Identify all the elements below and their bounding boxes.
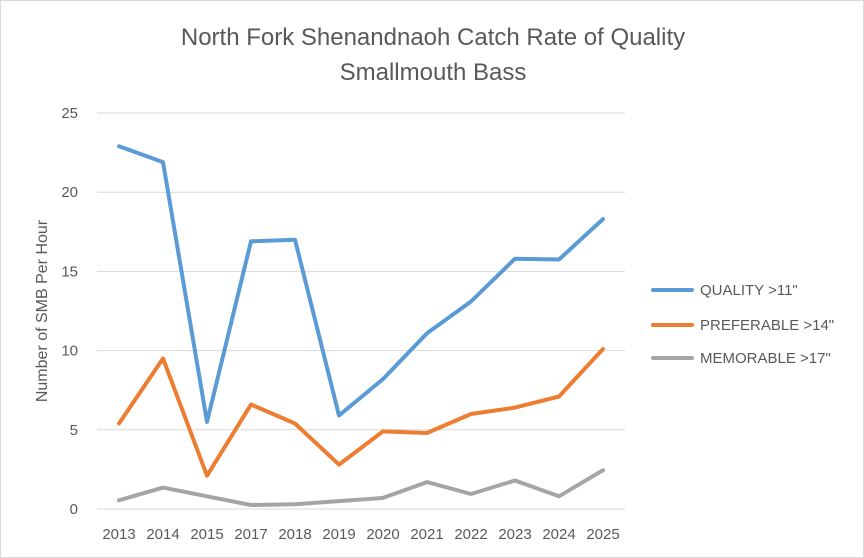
x-tick-label: 2022 [454,526,487,543]
series-line-1 [117,144,605,424]
x-tick-label: 2014 [146,526,179,543]
legend-label: QUALITY >11" [700,282,798,299]
y-tick-label: 10 [61,343,78,360]
x-tick-label: 2013 [102,526,135,543]
legend-label: MEMORABLE >17" [700,350,831,367]
chart-title-line-2: Smallmouth Bass [340,59,527,86]
x-tick-label: 2015 [190,526,223,543]
x-tick-label: 2023 [498,526,531,543]
y-tick-label: 15 [61,263,78,280]
chart-title: North Fork Shenandnaoh Catch Rate of Qua… [181,24,685,86]
y-tick-label: 25 [61,105,78,122]
series-line-2 [117,347,605,478]
y-axis-ticks: 0 5 10 15 20 25 [61,105,78,518]
x-tick-label: 2017 [234,526,267,543]
x-tick-label: 2018 [278,526,311,543]
x-tick-label: 2025 [586,526,619,543]
y-tick-label: 5 [70,422,78,439]
x-axis-ticks: 2013 2014 2015 2017 2018 2019 2020 2021 2022 2023… [102,526,619,543]
x-tick-label: 2019 [322,526,355,543]
x-tick-label: 2024 [542,526,575,543]
legend-label: PREFERABLE >14" [700,317,834,334]
y-tick-label: 20 [61,184,78,201]
chart-title-line-1: North Fork Shenandnaoh Catch Rate of Qua… [181,24,685,51]
legend: QUALITY >11" PREFERABLE >14" MEMORABLE >17… [651,282,834,367]
gridlines [97,112,625,510]
x-tick-label: 2021 [410,526,443,543]
y-axis-label: Number of SMB Per Hour [34,219,51,402]
x-tick-label: 2020 [366,526,399,543]
series-lines [117,144,605,507]
y-tick-label: 0 [70,501,78,518]
series-line-3 [117,468,605,507]
